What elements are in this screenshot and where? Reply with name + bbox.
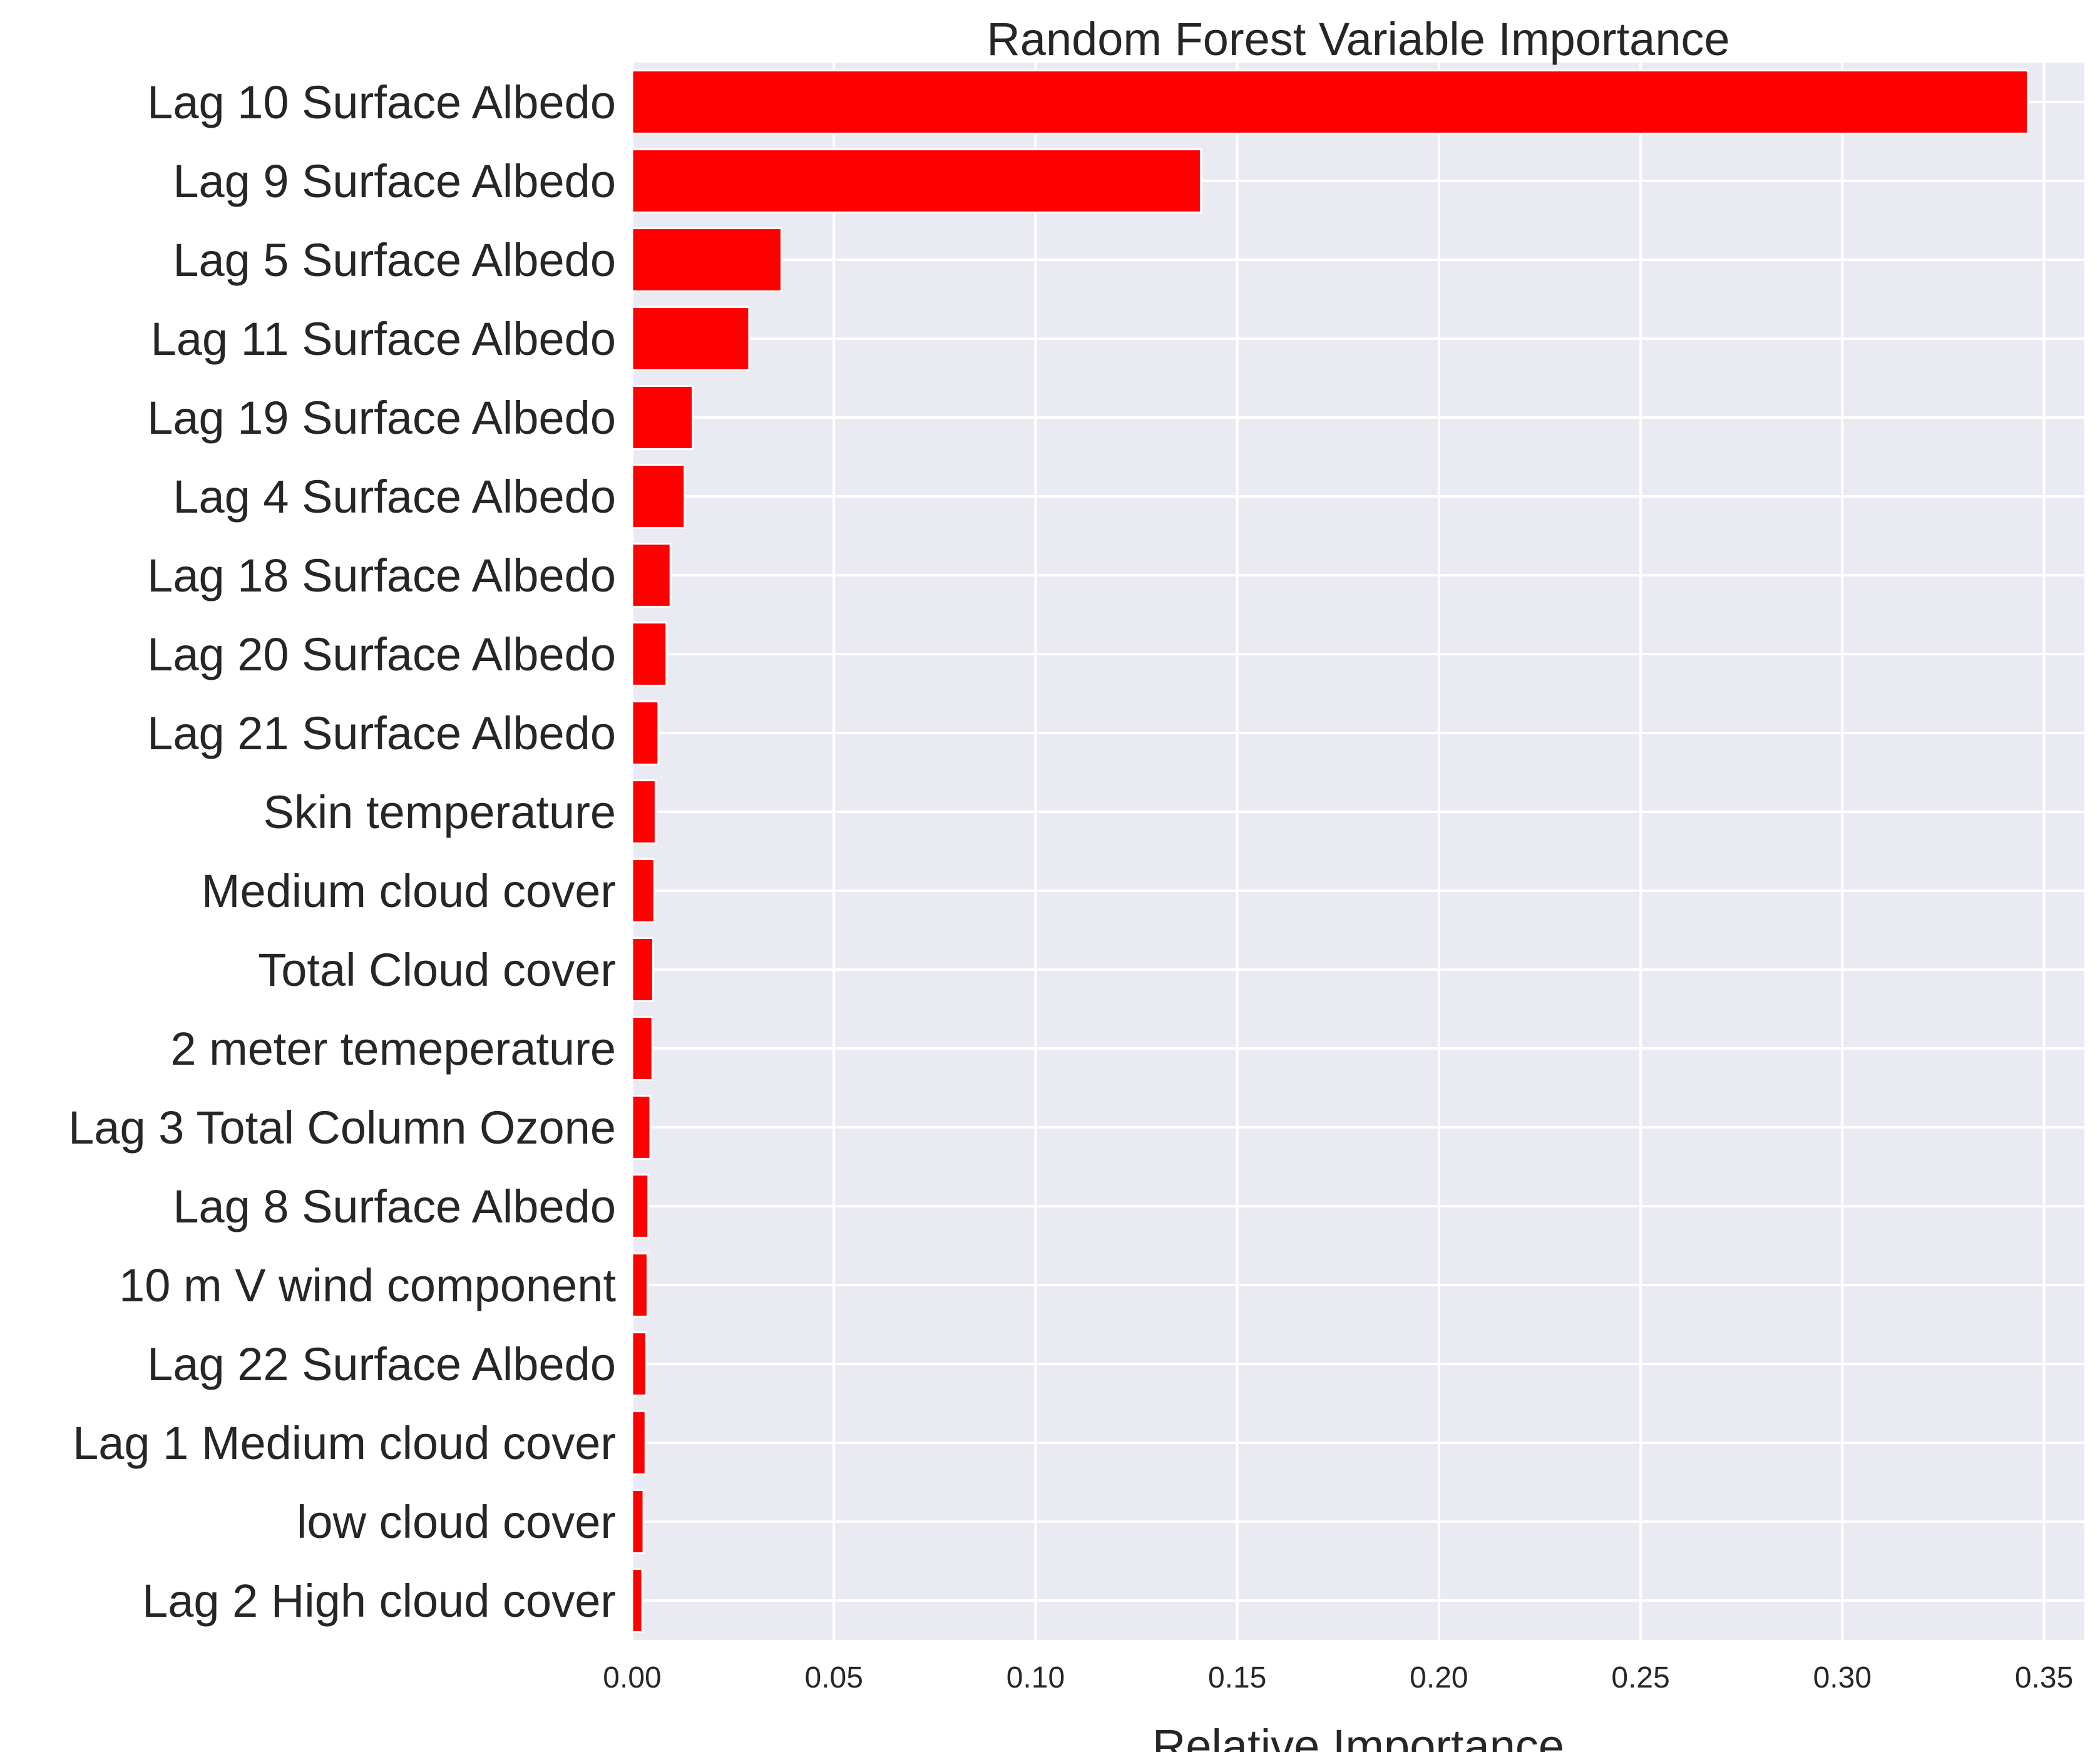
bar (631, 69, 2029, 135)
y-tick-label: Lag 3 Total Column Ozone (68, 1102, 616, 1154)
plot-area (632, 63, 2084, 1640)
y-tick-label: Lag 1 Medium cloud cover (73, 1417, 616, 1469)
x-tick-label: 0.30 (1813, 1661, 1872, 1694)
bars (631, 69, 2029, 1633)
y-tick-labels: Lag 10 Surface Albedo Lag 9 Surface Albed… (68, 76, 616, 1627)
bar (631, 148, 1202, 213)
y-tick-label: Medium cloud cover (202, 865, 616, 917)
bar (631, 622, 668, 687)
bar (631, 1489, 645, 1554)
bar (631, 779, 657, 844)
bar (631, 464, 686, 529)
bar (631, 227, 782, 292)
y-tick-label: Lag 4 Surface Albedo (173, 471, 616, 523)
bar (631, 1253, 648, 1318)
bar (631, 1331, 648, 1396)
y-tick-label: Lag 18 Surface Albedo (147, 550, 616, 602)
y-tick-label: Lag 5 Surface Albedo (173, 234, 616, 286)
y-tick-label: Lag 11 Surface Albedo (151, 313, 616, 365)
bar (631, 1095, 652, 1160)
x-tick-label: 0.00 (603, 1661, 661, 1694)
y-tick-label: Lag 2 High cloud cover (142, 1575, 616, 1627)
y-tick-label: Lag 9 Surface Albedo (173, 155, 616, 207)
y-tick-label: Lag 22 Surface Albedo (147, 1338, 616, 1390)
x-tick-label: 0.05 (805, 1661, 863, 1694)
x-axis-label: Relative Importance (1152, 1720, 1564, 1752)
bar (631, 1410, 647, 1475)
bar (631, 937, 655, 1002)
y-tick-label: Lag 20 Surface Albedo (147, 628, 616, 680)
bar (631, 543, 672, 608)
bar (631, 700, 660, 766)
bar (631, 1016, 653, 1081)
bar (631, 858, 655, 923)
x-tick-label: 0.15 (1208, 1661, 1266, 1694)
y-tick-label: Lag 21 Surface Albedo (147, 707, 616, 759)
chart-title: Random Forest Variable Importance (986, 13, 1729, 65)
x-tick-labels: 0.00 0.05 0.10 0.15 0.20 0.25 0.30 0.35 (603, 1661, 2073, 1694)
bar (631, 385, 694, 450)
x-tick-label: 0.20 (1410, 1661, 1468, 1694)
grid-lines (631, 63, 2084, 1640)
x-tick-label: 0.10 (1006, 1661, 1065, 1694)
y-tick-label: Lag 8 Surface Albedo (173, 1181, 616, 1232)
x-tick-label: 0.25 (1611, 1661, 1669, 1694)
bar (631, 1174, 650, 1239)
bar (631, 1568, 643, 1633)
y-tick-label: Total Cloud cover (258, 944, 616, 996)
y-tick-label: Lag 10 Surface Albedo (147, 76, 616, 128)
bar (631, 306, 750, 371)
y-tick-label: 10 m V wind component (119, 1259, 616, 1311)
y-tick-label: 2 meter temeperature (170, 1023, 616, 1075)
x-tick-label: 0.35 (2015, 1661, 2073, 1694)
y-tick-label: low cloud cover (297, 1496, 616, 1548)
y-tick-label: Skin temperature (264, 786, 617, 838)
y-tick-label: Lag 19 Surface Albedo (147, 392, 616, 444)
